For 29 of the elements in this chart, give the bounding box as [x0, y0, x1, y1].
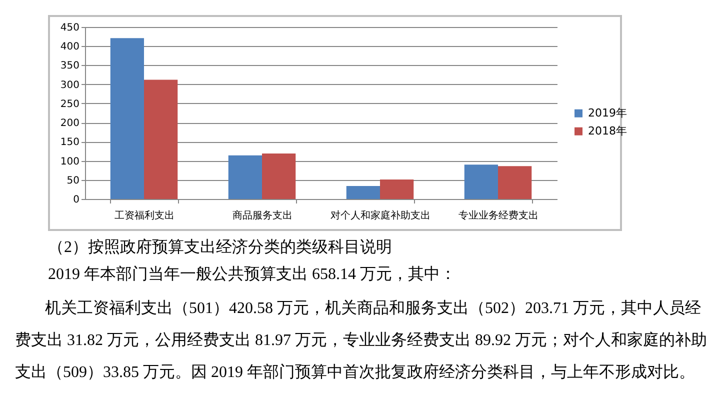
x-tick-label: 商品服务支出: [232, 210, 292, 222]
y-tick-label: 150: [60, 137, 80, 148]
bar: [346, 186, 380, 199]
bar: [464, 164, 498, 199]
bar: [498, 166, 532, 199]
text: 机关工资福利支出（501）420.58 万元，机关商品和服务支出（502）203.71 万元，其中人员经: [45, 299, 701, 317]
legend-label: 2019年: [588, 106, 627, 120]
y-tick-label: 100: [60, 156, 80, 168]
x-tick-label: 工资福利支出: [114, 210, 174, 222]
bar: [110, 38, 144, 199]
bar: [228, 155, 262, 199]
y-tick-label: 400: [60, 42, 80, 53]
bar: [144, 80, 178, 199]
text: 费支出 31.82 万元，公用经费支出 81.97 万元，专业业务经费支出 89.92 万元；对个人和家庭的补助: [15, 331, 707, 349]
text: 支出（509）33.85 万元。因 2019 年部门预算中首次批复政府经济分类科目，与上年不形成对比。: [15, 363, 695, 381]
y-tick-label: 300: [60, 80, 80, 91]
text: （2）按照政府预算支出经济分类的类级科目说明: [48, 238, 392, 256]
y-tick-label: 350: [60, 60, 80, 72]
y-tick-label: 250: [60, 98, 80, 110]
legend-label: 2018年: [588, 124, 627, 138]
y-tick-label: 200: [60, 118, 80, 130]
text: 2019 年本部门当年一般公共预算支出 658.14 万元，其中：: [48, 265, 456, 283]
y-tick-label: 0: [73, 194, 80, 206]
y-tick-label: 50: [66, 175, 80, 186]
bar: [380, 180, 414, 199]
bar: [262, 154, 296, 199]
x-tick-label: 对个人和家庭补助支出: [330, 210, 430, 222]
y-tick-label: 450: [60, 22, 80, 34]
x-tick-label: 专业业务经费支出: [458, 210, 538, 222]
